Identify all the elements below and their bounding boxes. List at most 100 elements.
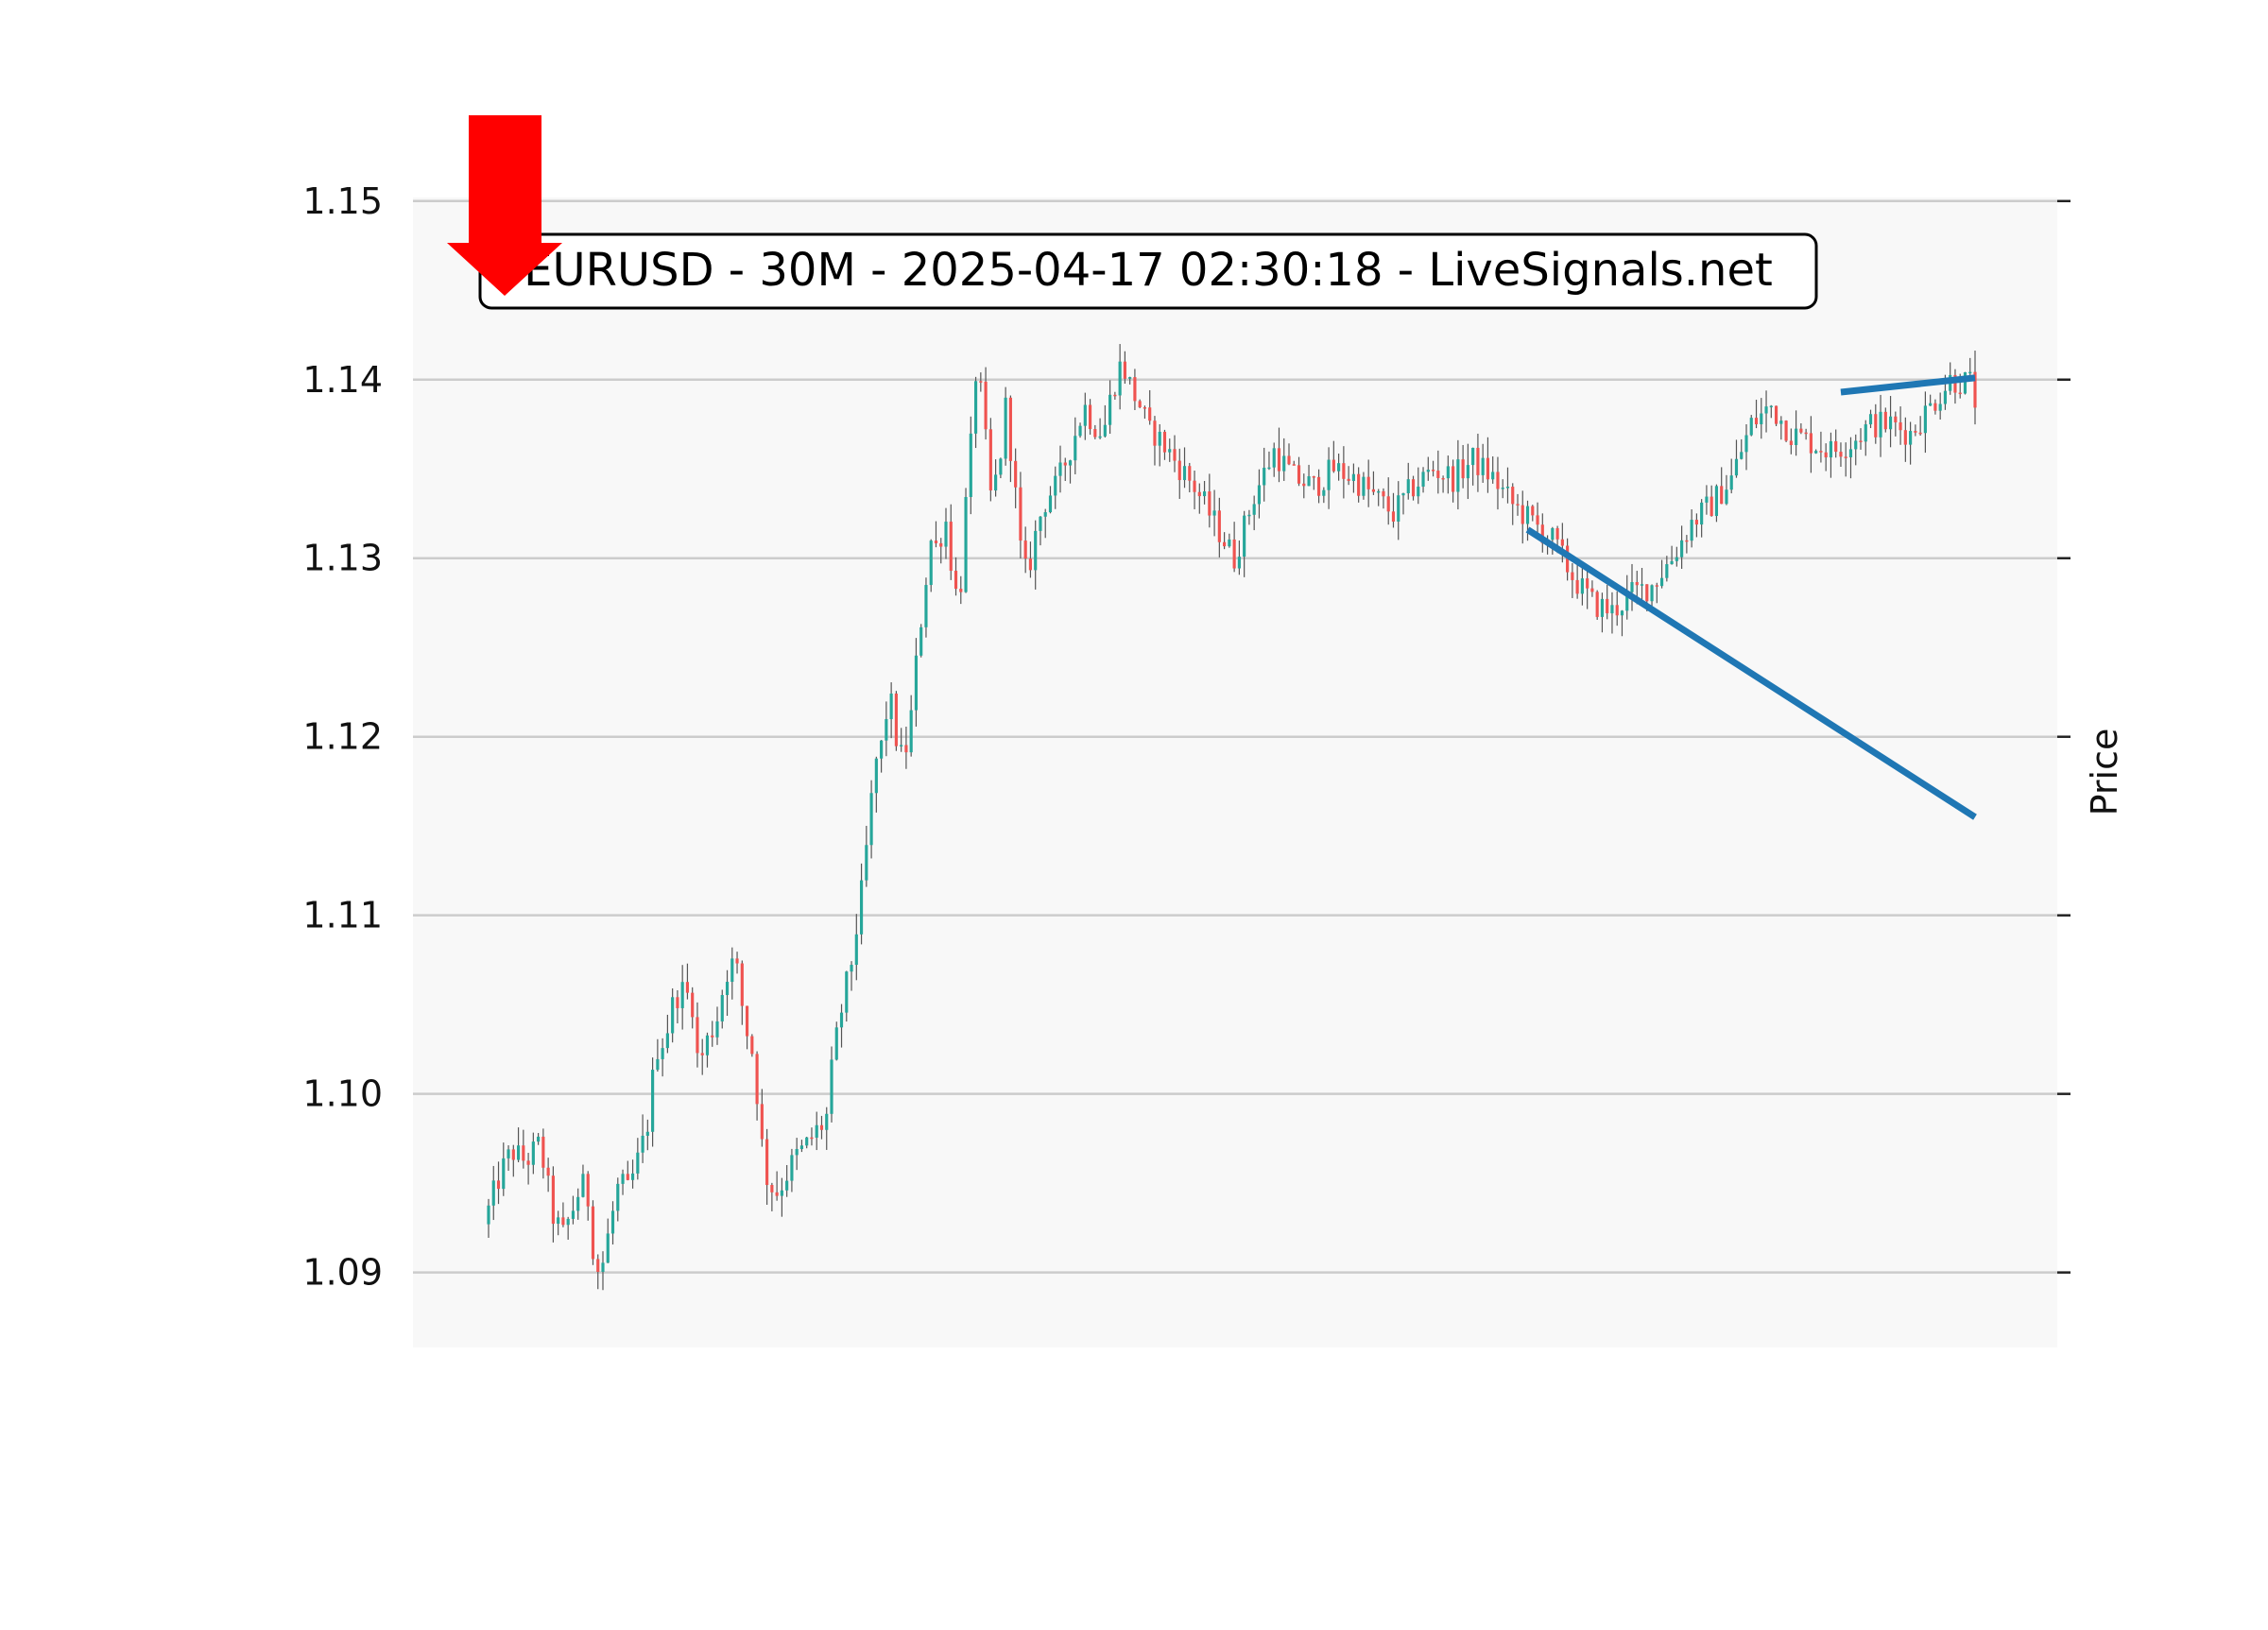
candle-down <box>561 1217 565 1226</box>
candle-down <box>526 1160 530 1165</box>
candle-down <box>1720 486 1724 505</box>
candle-up <box>1118 361 1122 396</box>
candle-down <box>1287 455 1291 465</box>
support-line <box>1525 526 1977 820</box>
candle-down <box>541 1136 545 1168</box>
candle-up <box>1108 394 1112 425</box>
y-tick-label: 1.12 <box>302 716 383 758</box>
candle-up <box>850 965 853 972</box>
candle-up <box>839 1012 844 1028</box>
candle-up <box>994 474 998 491</box>
candle-up <box>1620 610 1624 616</box>
candle-down <box>1232 539 1236 569</box>
candle-up <box>1083 404 1087 426</box>
candle-up <box>507 1149 510 1158</box>
candle-down <box>496 1180 501 1190</box>
candle-up <box>651 1070 655 1132</box>
candle-up <box>581 1174 585 1197</box>
candle-up <box>636 1152 640 1174</box>
candle-up <box>1257 485 1262 505</box>
candle-up <box>1640 584 1644 586</box>
candle-down <box>1874 414 1878 438</box>
candle-up <box>1764 406 1768 414</box>
candle-down <box>819 1124 824 1130</box>
candle-up <box>1267 467 1271 470</box>
chart-title: EURUSD - 30M - 2025-04-17 02:30:18 - Liv… <box>524 244 1773 297</box>
candle-down <box>810 1137 814 1140</box>
candle-down <box>934 540 938 543</box>
candle-down <box>1297 465 1301 484</box>
candle-up <box>1740 452 1744 459</box>
candle-up <box>1168 449 1172 453</box>
candle-up <box>1525 506 1530 524</box>
candle-up <box>1212 510 1216 516</box>
candle-down <box>954 570 958 590</box>
candle-down <box>1511 487 1515 505</box>
candle-up <box>874 758 878 794</box>
candle-up <box>671 997 675 1034</box>
candle-down <box>551 1175 555 1225</box>
candle-up <box>1650 585 1654 602</box>
candle-down <box>1332 459 1335 472</box>
candle-down <box>979 381 983 383</box>
candle-down <box>1903 430 1907 445</box>
candle-up <box>1864 424 1867 442</box>
candle-up <box>491 1180 495 1206</box>
candle-down <box>1093 429 1097 438</box>
candle-down <box>1575 579 1579 594</box>
candle-up <box>1551 527 1555 540</box>
candle-up <box>825 1113 829 1130</box>
down-arrow-icon <box>447 115 562 296</box>
candle-down <box>1894 416 1898 422</box>
candle-down <box>1357 473 1361 496</box>
candle-up <box>1749 418 1753 436</box>
candle-up <box>715 1021 719 1038</box>
candle-down <box>685 982 690 993</box>
candle-down <box>1386 496 1390 512</box>
candle-down <box>1138 401 1142 408</box>
candle-down <box>1436 471 1440 478</box>
candle-up <box>1714 486 1719 517</box>
candle-down <box>1933 403 1937 411</box>
candle-down <box>1555 527 1559 540</box>
candle-up <box>999 458 1003 475</box>
candle-down <box>1784 420 1788 441</box>
candle-up <box>1610 605 1614 614</box>
candle-down <box>1540 524 1544 543</box>
candle-up <box>865 845 868 881</box>
candle-up <box>680 982 684 1008</box>
candle-up <box>1068 460 1073 466</box>
candle-up <box>785 1180 789 1191</box>
candle-down <box>1496 472 1500 489</box>
candle-down <box>700 1053 704 1055</box>
candle-up <box>1128 377 1132 379</box>
candle-up <box>1923 405 1927 434</box>
candle-up <box>889 693 893 720</box>
candle-down <box>696 1017 699 1054</box>
candle-up <box>944 522 948 547</box>
candle-up <box>661 1048 664 1059</box>
candle-down <box>1431 470 1435 472</box>
candle-up <box>1078 425 1082 437</box>
candle-up <box>566 1218 570 1226</box>
candle-down <box>1461 459 1465 479</box>
candle-down <box>1088 404 1092 430</box>
candle-down <box>894 693 898 746</box>
candle-down <box>939 542 943 547</box>
candle-down <box>1595 592 1599 617</box>
candle-up <box>964 496 968 592</box>
y-tick-label: 1.15 <box>302 180 383 222</box>
candle-up <box>1058 462 1062 476</box>
candle-down <box>1223 541 1227 547</box>
candle-up <box>725 982 730 996</box>
candle-up <box>1760 413 1763 425</box>
candle-up <box>1039 516 1042 531</box>
trendlines <box>1525 374 1977 820</box>
candle-up <box>1501 488 1504 489</box>
candle-down <box>1208 491 1211 516</box>
candle-up <box>1625 592 1629 611</box>
candle-up <box>1829 440 1833 458</box>
candle-down <box>1342 463 1346 479</box>
candle-up <box>1456 459 1460 492</box>
